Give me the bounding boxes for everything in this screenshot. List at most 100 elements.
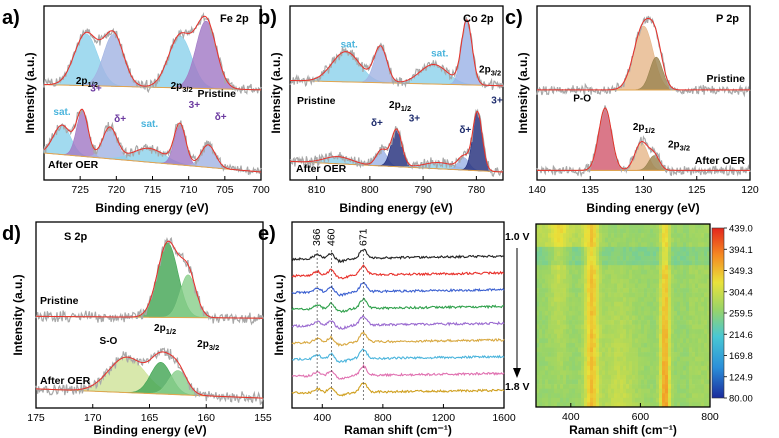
heatmap-cell (689, 379, 693, 385)
panel-b-annotation-4: 2p1/2 (389, 100, 411, 113)
heatmap-cell (704, 269, 708, 275)
heatmap-cell (575, 256, 579, 261)
heatmap-cell (671, 288, 675, 293)
heatmap-cell (707, 251, 711, 257)
heatmap-cell (686, 242, 690, 248)
heatmap-cell (656, 315, 660, 321)
heatmap-cell (614, 402, 618, 408)
heatmap-cell (587, 324, 591, 330)
heatmap-cell (539, 265, 543, 271)
heatmap-cell (569, 370, 573, 376)
heatmap-cell (692, 393, 696, 399)
heatmap-cell (629, 384, 633, 390)
panel-a-annotation-4: sat. (141, 119, 158, 130)
panel-c-series-0-envelope (537, 17, 750, 91)
heatmap-cell (536, 274, 540, 280)
heatmap-cell (626, 278, 630, 284)
heatmap-cell (635, 361, 639, 367)
heatmap-cell (695, 356, 699, 362)
heatmap-cell (671, 342, 675, 348)
heatmap-cell (686, 393, 690, 399)
heatmap-cell (704, 237, 708, 243)
heatmap-cell (704, 260, 708, 266)
heatmap-cell (644, 370, 648, 376)
heatmap-cell (557, 228, 561, 234)
heatmap-cell (704, 379, 708, 385)
heatmap-cell (578, 384, 582, 390)
heatmap-cell (629, 365, 633, 371)
heatmap-cell (671, 333, 675, 339)
heatmap-cell (554, 260, 558, 266)
heatmap-cell (563, 320, 567, 325)
heatmap-cell (575, 356, 579, 362)
heatmap-cell (701, 288, 705, 293)
heatmap-cell (605, 306, 609, 312)
heatmap-cell (647, 379, 651, 385)
heatmap-cell (650, 333, 654, 339)
heatmap-cell (581, 297, 585, 303)
heatmap-cell (674, 246, 678, 252)
heatmap-cell (635, 278, 639, 284)
panel-c-label: c) (505, 7, 523, 29)
heatmap-cell (692, 370, 696, 376)
heatmap-cell (629, 237, 633, 243)
heatmap-cell (617, 301, 621, 307)
panel-d-label: d) (2, 223, 21, 245)
heatmap-cell (659, 361, 663, 367)
heatmap-cell (620, 228, 624, 234)
heatmap-cell (545, 393, 549, 399)
heatmap-cell (689, 397, 693, 403)
heatmap-cell (701, 237, 705, 243)
heatmap-cell (659, 224, 663, 229)
heatmap-cell (659, 237, 663, 243)
heatmap-cell (536, 224, 540, 229)
heatmap-cell (536, 384, 540, 390)
heatmap-cell (566, 306, 570, 312)
heatmap-cell (629, 370, 633, 376)
heatmap-cell (647, 310, 651, 316)
heatmap-cell (674, 402, 678, 408)
heatmap-cell (620, 242, 624, 248)
heatmap-cell (593, 260, 597, 266)
heatmap-cell (560, 329, 564, 335)
heatmap-cell (563, 338, 567, 344)
heatmap-cell (548, 374, 552, 380)
panel-b-annotation-6: δ+ (371, 118, 383, 129)
heatmap-cell (608, 224, 612, 229)
heatmap-cell (545, 310, 549, 316)
heatmap-cell (611, 338, 615, 344)
heatmap-cell (680, 237, 684, 243)
heatmap-cell (662, 251, 666, 257)
heatmap-cell (587, 228, 591, 234)
heatmap-cell (623, 379, 627, 385)
heatmap-cell (575, 310, 579, 316)
heatmap-cell (641, 306, 645, 312)
heatmap-cell (596, 315, 600, 321)
panel-c-xtick-2: 130 (635, 184, 653, 196)
heatmap-cell (629, 292, 633, 298)
heatmap-cell (548, 265, 552, 271)
heatmap-cell (575, 370, 579, 376)
heatmap-cell (647, 402, 651, 408)
panel-c-series-label-0: Pristine (706, 73, 745, 85)
heatmap-cell (599, 242, 603, 248)
heatmap-cell (569, 393, 573, 399)
heatmap-cell (668, 310, 672, 316)
panel-e-spectrum-6 (291, 348, 505, 364)
heatmap-cell (620, 265, 624, 271)
heatmap-cell (638, 370, 642, 376)
heatmap-cell (656, 269, 660, 275)
heatmap-cell (704, 384, 708, 390)
heatmap-cell (581, 384, 585, 390)
heatmap-cell (599, 306, 603, 312)
heatmap-cell (587, 283, 591, 289)
heatmap-cell (557, 260, 561, 266)
heatmap-cell (632, 388, 636, 394)
heatmap-cell (704, 342, 708, 348)
heatmap-cell (629, 402, 633, 408)
heatmap-cell (566, 297, 570, 303)
heatmap-cell (608, 324, 612, 330)
heatmap-cell (578, 242, 582, 248)
heatmap-cell (593, 256, 597, 261)
heatmap-cell (536, 315, 540, 321)
